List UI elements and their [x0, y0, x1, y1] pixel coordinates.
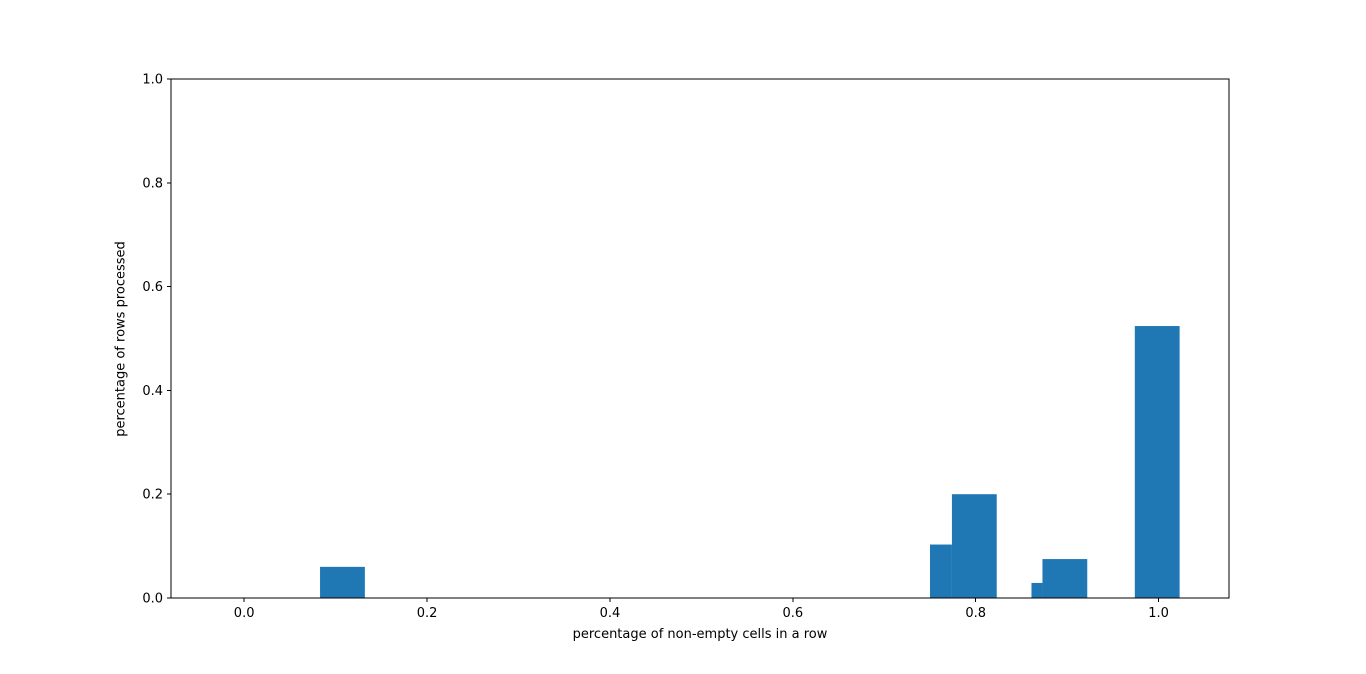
y-axis-label: percentage of rows processed [113, 241, 129, 437]
y-tick-label: 0.2 [142, 488, 163, 503]
x-tick-label: 0.4 [600, 606, 621, 621]
x-axis-label: percentage of non-empty cells in a row [572, 627, 828, 642]
histogram-bar [1031, 582, 1043, 598]
x-tick-label: 0.6 [782, 606, 803, 621]
y-tick-label: 0.8 [142, 176, 163, 191]
histogram-bar [320, 566, 365, 598]
histogram-bar [929, 544, 952, 598]
histogram-bar [1134, 326, 1180, 598]
histogram-bar [1042, 559, 1088, 598]
histogram-bar [951, 494, 997, 598]
y-tick-label: 0.0 [142, 592, 163, 607]
y-tick-label: 0.4 [142, 384, 163, 399]
plot-border [170, 78, 1230, 599]
x-tick-label: 0.2 [417, 606, 438, 621]
x-tick-label: 1.0 [1148, 606, 1169, 621]
y-tick-label: 0.6 [142, 280, 163, 295]
y-tick-label: 1.0 [142, 73, 163, 88]
x-tick-label: 0.8 [965, 606, 986, 621]
x-tick-label: 0.0 [234, 606, 255, 621]
